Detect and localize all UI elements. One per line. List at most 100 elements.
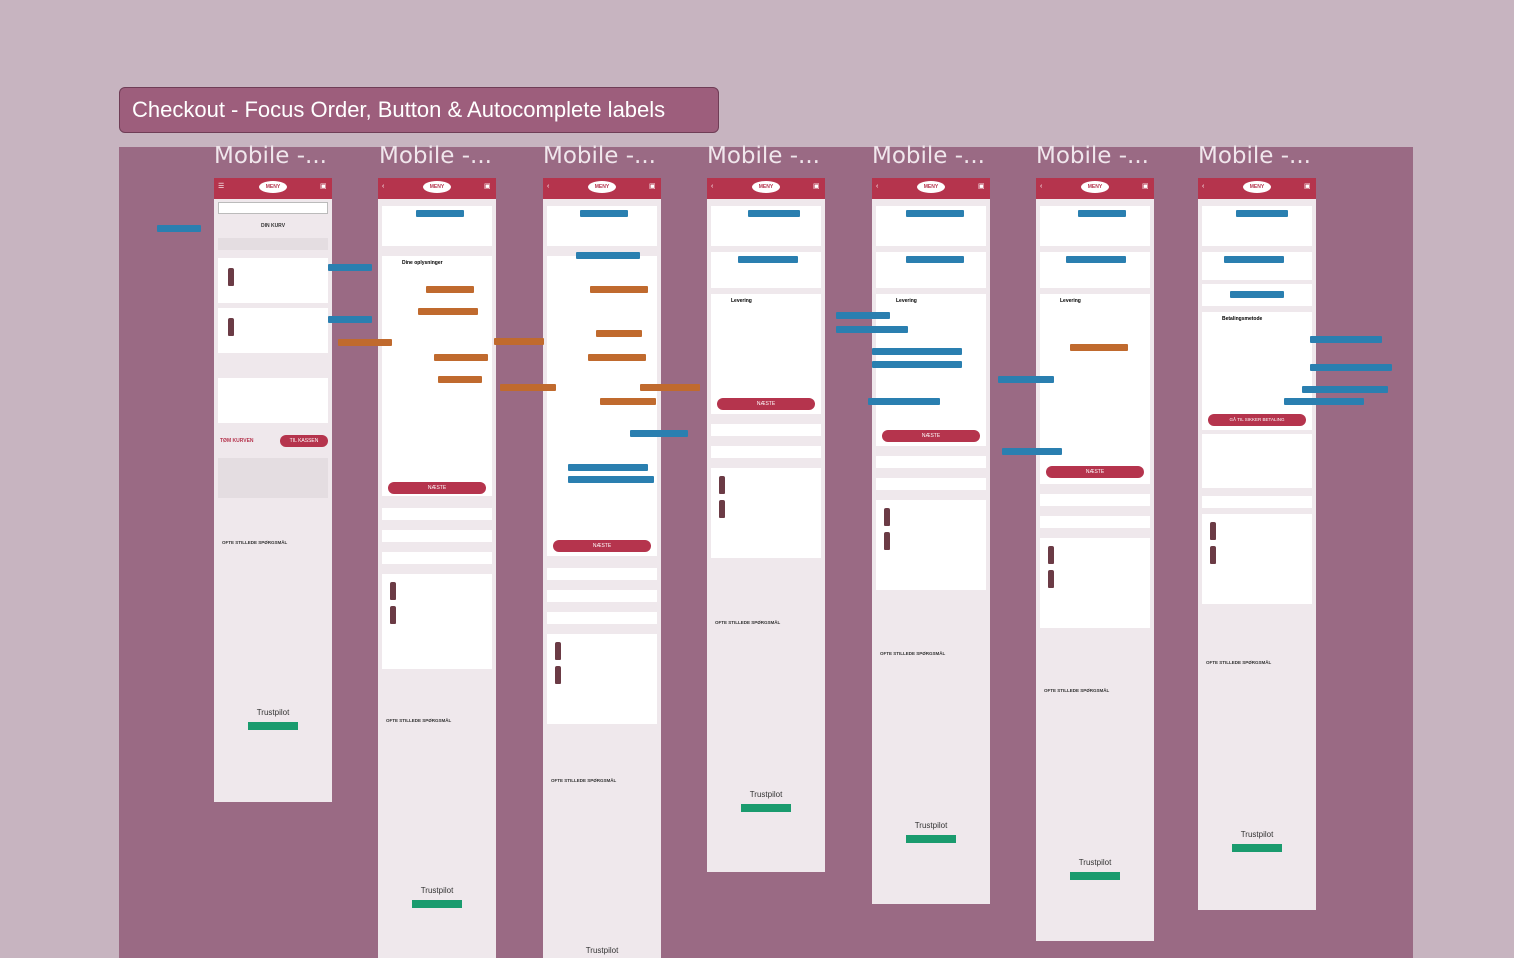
app-header: ‹ MENY ▣	[872, 178, 990, 199]
checkout-button[interactable]: TIL KASSEN	[280, 435, 328, 447]
annotation-tag	[328, 316, 372, 323]
annotation-tag	[1224, 256, 1284, 263]
annotation-tag	[568, 464, 648, 471]
frame-label-5[interactable]: Mobile -...	[872, 143, 985, 169]
step-confirmation[interactable]	[876, 478, 986, 490]
empty-cart-button[interactable]: TØM KURVEN	[220, 438, 254, 444]
wine-bottle-image	[390, 582, 396, 600]
back-icon[interactable]: ‹	[1202, 183, 1205, 190]
wine-bottle-image	[1048, 546, 1054, 564]
meny-logo[interactable]: MENY	[752, 181, 780, 193]
wine-bottle-image	[884, 508, 890, 526]
app-header: ‹ MENY ▣	[378, 178, 496, 199]
cart-icon[interactable]: ▣	[1142, 183, 1149, 190]
step-confirmation[interactable]	[1040, 516, 1150, 528]
step-delivery[interactable]	[547, 568, 657, 580]
wine-bottle-image	[1210, 546, 1216, 564]
next-button[interactable]: NÆSTE	[388, 482, 486, 494]
annotation-tag	[576, 252, 640, 259]
mobile-frame-delivery: ‹ MENY ▣ Levering NÆSTE OFTE STILLEDE SP…	[707, 178, 825, 872]
annotation-tag	[872, 348, 962, 355]
frame-label-4[interactable]: Mobile -...	[707, 143, 820, 169]
back-icon[interactable]: ‹	[711, 183, 714, 190]
app-header: ‹ MENY ▣	[543, 178, 661, 199]
app-header: ‹ MENY ▣	[707, 178, 825, 199]
step-payment[interactable]	[382, 530, 492, 542]
meny-logo[interactable]: MENY	[1243, 181, 1271, 193]
cart-icon[interactable]: ▣	[978, 183, 985, 190]
cart-icon[interactable]: ▣	[813, 183, 820, 190]
meny-logo[interactable]: MENY	[588, 181, 616, 193]
wine-bottle-image	[719, 476, 725, 494]
annotation-tag	[872, 361, 962, 368]
wine-bottle-image	[555, 666, 561, 684]
mobile-frame-basket: ☰ MENY ▣ DIN KURV TØM KURVEN TIL KASSEN …	[214, 178, 332, 802]
frame-label-6[interactable]: Mobile -...	[1036, 143, 1149, 169]
annotation-tag	[1230, 291, 1284, 298]
back-icon[interactable]: ‹	[876, 183, 879, 190]
step-confirmation[interactable]	[547, 612, 657, 624]
frame-label-3[interactable]: Mobile -...	[543, 143, 656, 169]
trustpilot-stars	[741, 804, 791, 812]
back-icon[interactable]: ‹	[1040, 183, 1043, 190]
trustpilot-logo: Trustpilot	[1078, 858, 1112, 867]
meny-logo[interactable]: MENY	[917, 181, 945, 193]
menu-icon[interactable]: ☰	[218, 183, 225, 190]
faq-title: OFTE STILLEDE SPØRGSMÅL	[551, 778, 617, 783]
promo-banner	[218, 238, 328, 250]
step-confirmation[interactable]	[711, 446, 821, 458]
meny-logo[interactable]: MENY	[259, 181, 287, 193]
annotation-tag	[500, 384, 556, 391]
cart-icon[interactable]: ▣	[1304, 183, 1311, 190]
wine-bottle-image	[228, 268, 234, 286]
frame-label-7[interactable]: Mobile -...	[1198, 143, 1311, 169]
faq-list[interactable]	[218, 553, 328, 643]
step-confirmation[interactable]	[1202, 496, 1312, 508]
back-icon[interactable]: ‹	[382, 183, 385, 190]
faq-title: OFTE STILLEDE SPØRGSMÅL	[880, 651, 946, 656]
annotation-tag	[568, 476, 654, 483]
meny-logo[interactable]: MENY	[1081, 181, 1109, 193]
next-button[interactable]: NÆSTE	[553, 540, 651, 552]
cart-icon[interactable]: ▣	[484, 183, 491, 190]
order-items	[876, 500, 986, 590]
next-button[interactable]: NÆSTE	[1046, 466, 1144, 478]
cart-icon[interactable]: ▣	[320, 183, 327, 190]
annotation-tag	[157, 225, 201, 232]
cart-item	[218, 258, 328, 303]
annotation-tag	[630, 430, 688, 437]
step-payment[interactable]	[547, 590, 657, 602]
order-items	[382, 574, 492, 669]
wine-bottle-image	[719, 500, 725, 518]
wine-bottle-image	[228, 318, 234, 336]
info-section: NÆSTE	[547, 256, 657, 556]
faq-title: OFTE STILLEDE SPØRGSMÅL	[715, 620, 781, 625]
delivery-title: Levering	[731, 298, 752, 304]
annotation-tag	[590, 286, 648, 293]
annotation-tag	[426, 286, 474, 293]
back-icon[interactable]: ‹	[547, 183, 550, 190]
frame-label-1[interactable]: Mobile -...	[214, 143, 327, 169]
step-payment[interactable]	[876, 456, 986, 468]
step-delivery[interactable]	[382, 508, 492, 520]
order-items	[547, 634, 657, 724]
annotation-tag	[1310, 336, 1382, 343]
safe-payment-button[interactable]: GÅ TIL SIKKER BETALING	[1208, 414, 1306, 426]
step-payment[interactable]	[1040, 494, 1150, 506]
step-payment[interactable]	[711, 424, 821, 436]
next-button[interactable]: NÆSTE	[717, 398, 815, 410]
annotation-tag	[868, 398, 940, 405]
annotation-tag	[998, 376, 1054, 383]
search-input[interactable]	[218, 202, 328, 214]
annotation-tag	[418, 308, 478, 315]
step-confirmation[interactable]	[382, 552, 492, 564]
cart-icon[interactable]: ▣	[649, 183, 656, 190]
frame-label-2[interactable]: Mobile -...	[379, 143, 492, 169]
app-header: ‹ MENY ▣	[1198, 178, 1316, 199]
meny-logo[interactable]: MENY	[423, 181, 451, 193]
mobile-frame-info-errors: ‹ MENY ▣ NÆSTE OFTE STILLEDE SPØRGSMÅL T…	[543, 178, 661, 958]
annotation-tag	[1002, 448, 1062, 455]
faq-title: OFTE STILLEDE SPØRGSMÅL	[386, 718, 452, 723]
next-button[interactable]: NÆSTE	[882, 430, 980, 442]
mobile-frame-delivery-alt: ‹ MENY ▣ Levering NÆSTE OFTE STILLEDE SP…	[872, 178, 990, 904]
